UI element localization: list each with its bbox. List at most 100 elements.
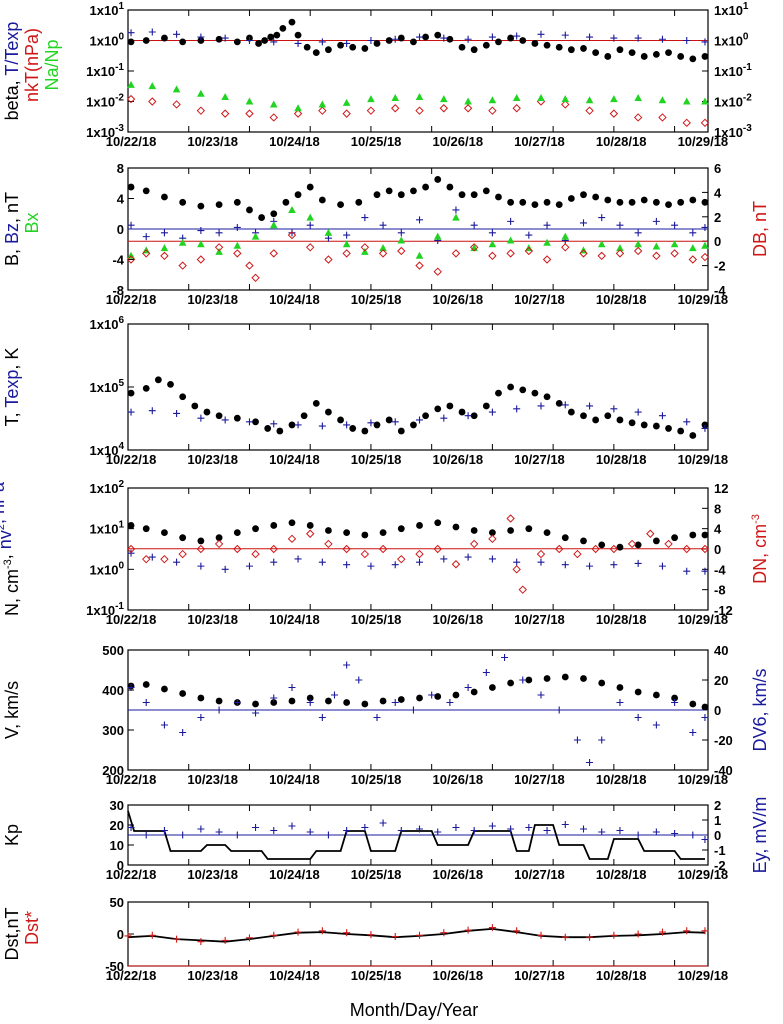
data-point <box>233 223 241 231</box>
data-point <box>246 206 253 214</box>
data-point <box>127 684 135 691</box>
data-point <box>191 402 199 410</box>
y-tick-label: 10 <box>110 838 124 853</box>
data-point <box>197 694 205 702</box>
y-tick-label-right: 12 <box>714 481 728 496</box>
y-axis-title-2: nkT(nPa) <box>22 28 42 102</box>
data-point <box>245 562 253 570</box>
data-point <box>440 34 448 42</box>
data-point <box>288 205 296 213</box>
data-point <box>519 37 527 44</box>
x-tick-label: 10/28/18 <box>596 292 647 307</box>
y-tick-label-right: 4 <box>714 522 722 537</box>
y-axis-title: N, cm-3, nv2, nPa <box>0 481 22 616</box>
data-point <box>470 221 478 229</box>
y-axis-title-right: Ey, mV/m <box>750 797 770 874</box>
y-tick-label-right: 4 <box>714 185 722 200</box>
data-point <box>689 55 697 63</box>
data-point <box>531 201 539 209</box>
data-point <box>633 113 643 122</box>
y-tick-label: 50 <box>110 895 124 910</box>
data-point <box>197 938 205 946</box>
y-tick-label-right: -8 <box>714 583 726 598</box>
data-point <box>379 529 387 537</box>
data-point <box>355 676 363 684</box>
data-point <box>324 539 333 549</box>
data-point <box>306 522 314 529</box>
data-point <box>342 109 351 118</box>
data-point <box>531 389 539 397</box>
data-point <box>252 700 259 708</box>
data-point <box>221 93 229 101</box>
y-tick-label: 1x102 <box>90 479 125 496</box>
data-point <box>173 558 181 566</box>
data-point <box>683 418 691 426</box>
data-point <box>343 661 351 669</box>
data-point <box>288 421 296 429</box>
data-point <box>555 43 563 51</box>
data-point <box>689 729 697 736</box>
data-point <box>598 214 606 222</box>
data-point <box>270 558 278 566</box>
data-point <box>634 930 642 938</box>
data-point <box>579 249 588 258</box>
data-point <box>154 376 162 384</box>
data-point <box>142 831 150 839</box>
y-tick-label-right: 0 <box>714 542 721 557</box>
data-point <box>397 427 405 435</box>
data-point <box>173 409 181 417</box>
data-point <box>506 514 515 523</box>
data-point <box>434 31 442 39</box>
data-point <box>349 43 357 51</box>
data-point <box>665 425 672 432</box>
data-point <box>252 709 260 717</box>
y-tick-label: 8 <box>117 161 124 176</box>
data-point <box>269 113 278 122</box>
data-point <box>306 183 314 191</box>
y-tick-label-right: 2 <box>714 210 721 225</box>
y-tick-label-right: -2 <box>714 858 726 873</box>
series-n <box>127 519 709 551</box>
data-point <box>337 201 344 209</box>
x-tick-label: 10/29/18 <box>678 134 729 149</box>
data-point <box>458 191 466 199</box>
data-point <box>160 229 168 237</box>
data-point <box>464 684 472 691</box>
data-point <box>391 933 399 941</box>
data-point <box>701 714 709 721</box>
x-tick-label: 10/28/18 <box>596 612 647 627</box>
data-point <box>233 831 241 839</box>
data-point <box>379 819 387 827</box>
data-point <box>416 558 424 566</box>
data-point <box>294 421 302 429</box>
data-point <box>537 558 545 566</box>
x-tick-label: 10/25/18 <box>351 612 402 627</box>
data-point <box>501 654 509 661</box>
y-tick-label-right: 0 <box>714 234 721 249</box>
data-point <box>609 544 619 554</box>
x-tick-label: 10/28/18 <box>596 134 647 149</box>
series-bz <box>127 206 709 244</box>
data-point <box>251 232 260 240</box>
x-tick-label: 10/29/18 <box>678 612 729 627</box>
data-point <box>677 198 685 206</box>
data-point <box>251 549 260 559</box>
data-point <box>470 46 478 54</box>
data-point <box>294 191 302 199</box>
data-point <box>385 187 393 195</box>
data-point <box>422 183 429 191</box>
data-point <box>416 931 424 939</box>
data-point <box>683 37 691 44</box>
y-tick-label: 400 <box>102 683 124 698</box>
data-point <box>658 412 666 420</box>
y-tick-label-right: 6 <box>714 161 721 176</box>
x-tick-label: 10/22/18 <box>106 772 157 787</box>
data-point <box>671 534 678 542</box>
x-tick-label: 10/23/18 <box>187 612 238 627</box>
series-dv6 <box>127 654 709 766</box>
data-point <box>677 427 685 435</box>
data-point <box>604 412 612 420</box>
x-tick-label: 10/29/18 <box>678 772 729 787</box>
series-v <box>127 673 709 711</box>
data-point <box>634 714 642 721</box>
